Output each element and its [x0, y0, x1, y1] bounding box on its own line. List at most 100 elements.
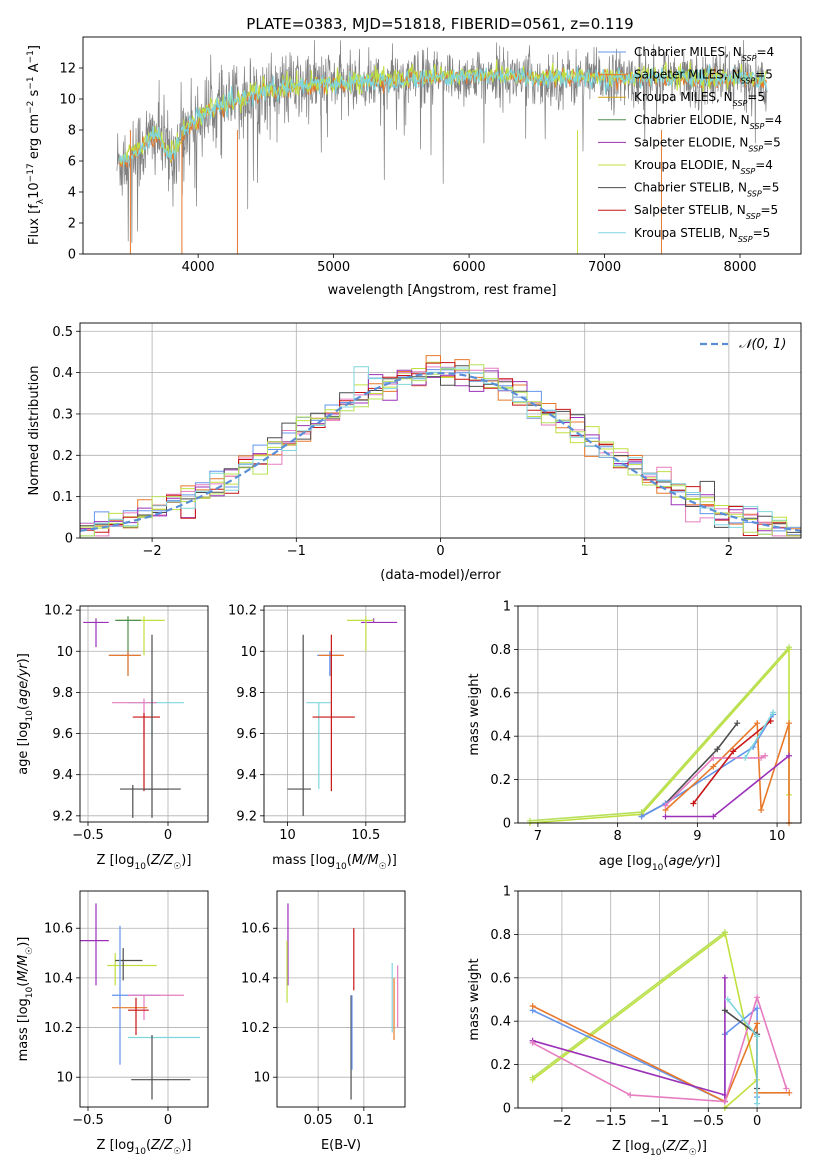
age-vs-mass-panel: 10 10.5 9.2 9.4 9.6 9.8 10 10.2 mass [log10(M/M☉… — [228, 604, 406, 872]
y-tick-label: 1 — [503, 885, 511, 900]
weight-marker — [762, 752, 769, 759]
model-spectrum-kroupa_stelib — [119, 63, 768, 166]
x-axis-label: (data-model)/error — [380, 568, 501, 583]
weight-marker — [754, 994, 761, 1001]
x-tick-label: −0.5 — [72, 828, 104, 843]
weight-marker — [529, 1003, 536, 1010]
y-axis-label: age [log10(age/yr)] — [16, 653, 35, 775]
y-tick-label: 12 — [59, 62, 76, 77]
spectrum-panel: 4000 5000 6000 7000 8000 0 2 4 6 8 10 12 wavelength … — [26, 36, 802, 298]
weight-marker — [721, 1098, 728, 1105]
histogram-step-pink — [80, 366, 801, 537]
y-tick-label: 6 — [68, 155, 76, 170]
y-tick-label: 0.8 — [490, 928, 511, 943]
weight-marker — [721, 929, 728, 936]
weight-vs-metallicity-panel: −2 −1.5 −1 −0.5 0 0 0.2 0.4 0.6 0.8 1 Z [log10(Z/Z☉… — [467, 885, 802, 1158]
weight-marker — [754, 1100, 761, 1107]
x-tick-label: 6000 — [453, 260, 486, 275]
x-tick-label: 4000 — [182, 260, 215, 275]
y-tick-label: 9.8 — [236, 686, 257, 701]
y-tick-label: 9.2 — [52, 809, 73, 824]
y-tick-label: 10.2 — [44, 604, 73, 619]
x-axis-label: mass [log10(M/M☉)] — [272, 853, 397, 872]
y-axis-label: mass weight — [467, 958, 482, 1040]
gaussian-reference-curve — [79, 371, 802, 532]
x-tick-label: 10 — [769, 829, 786, 844]
weight-line-salpeter_elodie — [532, 977, 726, 1102]
mass-vs-metallicity-panel: −0.5 0 10 10.2 10.4 10.6 Z [log10(Z/Z☉)] mass [… — [16, 890, 209, 1157]
x-tick-label: −0.5 — [693, 1114, 725, 1129]
y-tick-label: 0.3 — [52, 407, 73, 422]
y-tick-label: 9.6 — [52, 727, 73, 742]
legend-entry: Salpeter MILES, NSSP=5 — [634, 68, 773, 86]
x-tick-label: 7 — [534, 829, 542, 844]
y-tick-label: 4 — [68, 186, 76, 201]
axes-frame — [79, 890, 209, 1108]
y-axis-label: Normed distribution — [27, 366, 42, 496]
mass-vs-ebv-panel: 0.05 0.1 10 10.2 10.4 10.6 E(B-V) — [241, 890, 406, 1153]
y-axis-label: mass [log10(M/M☉)] — [16, 937, 35, 1062]
y-tick-label: 0.2 — [52, 449, 73, 464]
weight-marker — [786, 644, 793, 651]
y-tick-label: 0 — [503, 817, 511, 832]
legend-entry: Chabrier ELODIE, NSSP=4 — [634, 113, 782, 131]
weight-marker — [786, 1089, 793, 1096]
weight-marker — [529, 1074, 536, 1081]
y-tick-label: 0 — [503, 1102, 511, 1117]
weight-marker — [662, 802, 669, 809]
x-tick-label: 2 — [725, 544, 733, 559]
legend-entry: 𝒩(0, 1) — [739, 337, 786, 352]
x-tick-label: 7000 — [588, 260, 621, 275]
figure-title: PLATE=0383, MJD=51818, FIBERID=0561, z=0… — [246, 15, 633, 33]
weight-marker — [638, 813, 645, 820]
weight-vs-age-panel: 7 8 9 10 0 0.2 0.4 0.6 0.8 1 age [log10(age/yr)] ma… — [467, 600, 802, 873]
legend-entry: Kroupa MILES, NSSP=5 — [634, 90, 765, 108]
x-tick-label: −0.5 — [72, 1113, 104, 1128]
y-tick-label: 10.2 — [241, 1021, 270, 1036]
x-axis-label: wavelength [Angstrom, rest frame] — [328, 283, 557, 298]
weight-marker — [730, 748, 737, 755]
weight-line-pink — [664, 754, 766, 807]
y-tick-label: 0.4 — [490, 730, 511, 745]
residual-histogram-panel: −2 −1 0 1 2 0 0.1 0.2 0.3 0.4 0.5 (data-model)/erro… — [27, 322, 802, 583]
weight-line-green — [532, 931, 726, 1079]
y-tick-label: 9.4 — [52, 768, 73, 783]
x-axis-label: Z [log10(Z/Z☉)] — [97, 1138, 192, 1157]
y-tick-label: 0.1 — [52, 490, 73, 505]
weight-line-kroupa_stelib — [744, 711, 774, 759]
y-tick-label: 10.6 — [241, 922, 270, 937]
weight-line-salpeter_miles — [664, 721, 790, 823]
x-tick-label: 8000 — [723, 260, 756, 275]
weight-marker — [721, 974, 728, 981]
y-tick-label: 10.6 — [44, 922, 73, 937]
x-tick-label: 0.1 — [354, 1113, 375, 1128]
x-tick-label: 9 — [693, 829, 701, 844]
weight-marker — [754, 1033, 761, 1040]
weight-marker — [770, 709, 777, 716]
weight-marker — [754, 1020, 761, 1027]
y-tick-label: 9.6 — [236, 727, 257, 742]
y-tick-label: 0.5 — [52, 325, 73, 340]
x-axis-label: age [log10(age/yr)] — [599, 854, 721, 873]
y-tick-label: 10.2 — [44, 1021, 73, 1036]
weight-marker — [710, 813, 717, 820]
x-tick-label: 0 — [164, 1113, 172, 1128]
y-tick-label: 1 — [503, 600, 511, 615]
weight-marker — [724, 996, 731, 1003]
weight-marker — [714, 746, 721, 753]
y-axis-label: Flux [fλ10−17 erg cm−2 s−1 A−1] — [26, 45, 46, 245]
x-tick-label: −2 — [552, 1114, 571, 1129]
weight-marker — [742, 754, 749, 761]
y-tick-label: 8 — [68, 124, 76, 139]
x-tick-label: −1 — [650, 1114, 669, 1129]
y-tick-label: 10 — [240, 645, 257, 660]
weight-marker — [754, 1005, 761, 1012]
y-tick-label: 0.4 — [52, 366, 73, 381]
y-tick-label: 0.8 — [490, 643, 511, 658]
legend: Chabrier MILES, NSSP=4 Salpeter MILES, NS… — [598, 45, 782, 243]
weight-marker — [662, 813, 669, 820]
x-tick-label: 0 — [753, 1114, 761, 1129]
weight-marker — [710, 754, 717, 761]
weight-marker — [627, 1091, 634, 1098]
